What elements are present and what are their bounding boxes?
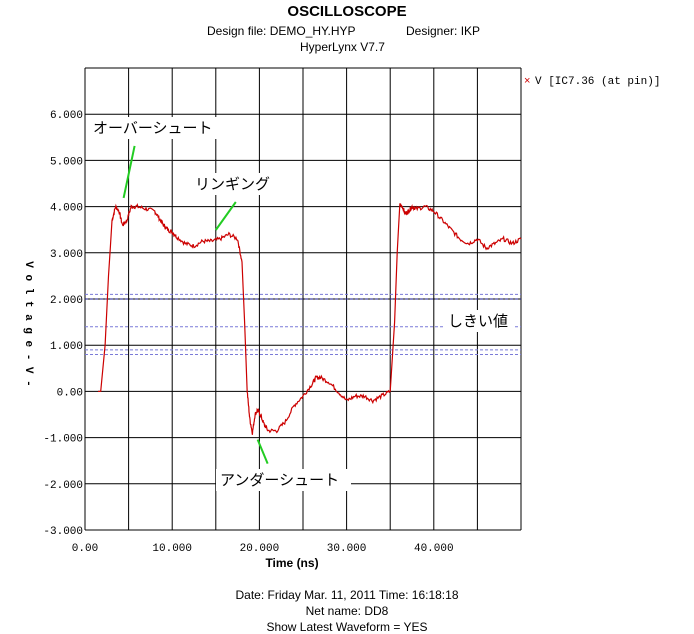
version-label: HyperLynx V7.7 [300, 40, 385, 54]
x-tick-label: 0.00 [72, 543, 98, 555]
y-tick-label: 3.000 [50, 249, 83, 261]
y-tick-labels: -3.000 -2.000 -1.000 0.00 1.000 2.000 3.000 4.0… [43, 110, 83, 538]
x-axis-label: Time (ns) [265, 556, 318, 570]
y-tick-label: 1.000 [50, 341, 83, 353]
legend-entry: V [IC7.36 (at pin)] [535, 76, 660, 88]
y-tick-label: 6.000 [50, 110, 83, 122]
annotation-background [89, 117, 221, 139]
x-tick-label: 10.000 [152, 543, 192, 555]
y-tick-label: -3.000 [43, 526, 83, 538]
legend: × V [IC7.36 (at pin)] [524, 75, 660, 88]
annotation-label: しきい値 [448, 312, 508, 330]
y-tick-label: -2.000 [43, 480, 83, 492]
footer-date: Date: Friday Mar. 11, 2011 Time: 16:18:1… [235, 588, 459, 602]
annotation-label: オーバーシュート [93, 119, 213, 137]
annotation-pointer [122, 145, 136, 199]
footer-net-name: Net name: DD8 [305, 604, 389, 618]
footer-show-latest: Show Latest Waveform = YES [266, 620, 428, 634]
y-axis-label: V o l t a g e - V - [22, 261, 34, 386]
waveform-series [98, 203, 522, 435]
y-tick-label: -1.000 [43, 434, 83, 446]
designer-label: Designer: IKP [406, 24, 481, 38]
x-tick-labels: 0.00 10.000 20.000 30.000 40.000 [72, 543, 454, 555]
y-tick-label: 0.00 [57, 387, 83, 399]
x-tick-label: 40.000 [414, 543, 454, 555]
annotation-pointer [214, 201, 237, 231]
y-tick-label: 2.000 [50, 295, 83, 307]
annotation-background [191, 173, 271, 195]
annotation-background [444, 310, 514, 332]
waveform-line [98, 203, 522, 435]
x-tick-label: 20.000 [240, 543, 280, 555]
annotation-pointer [256, 439, 269, 464]
legend-marker-icon: × [524, 75, 530, 87]
threshold-lines [85, 293, 521, 355]
y-tick-label: 4.000 [50, 203, 83, 215]
annotation-label: リンギング [195, 175, 270, 193]
annotation-background [216, 469, 351, 491]
design-file-label: Design file: DEMO_HY.HYP [207, 24, 356, 38]
x-tick-label: 30.000 [327, 543, 367, 555]
annotation-label: アンダーシュート [220, 471, 339, 489]
oscilloscope-title: OSCILLOSCOPE [287, 3, 407, 20]
y-tick-label: 5.000 [50, 156, 83, 168]
